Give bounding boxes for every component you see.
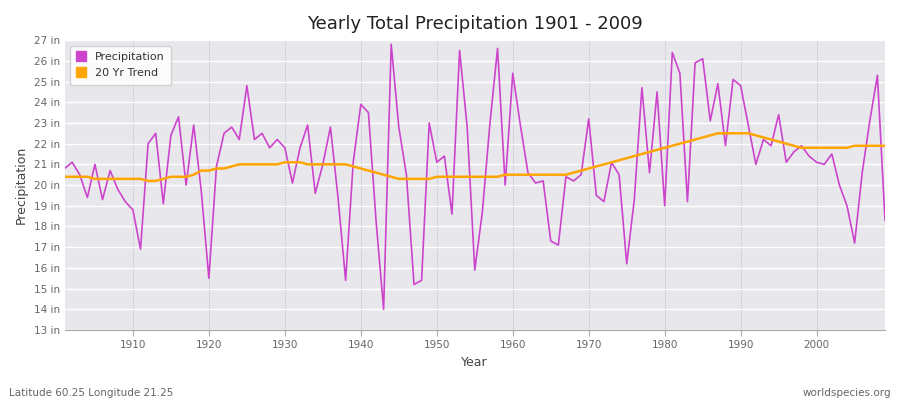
20 Yr Trend bbox=[294, 160, 305, 165]
Line: Precipitation: Precipitation bbox=[65, 44, 885, 309]
20 Yr Trend bbox=[120, 176, 130, 181]
Precipitation bbox=[120, 199, 130, 204]
20 Yr Trend bbox=[340, 162, 351, 167]
Legend: Precipitation, 20 Yr Trend: Precipitation, 20 Yr Trend bbox=[70, 46, 171, 85]
Precipitation bbox=[523, 170, 534, 175]
Title: Yearly Total Precipitation 1901 - 2009: Yearly Total Precipitation 1901 - 2009 bbox=[307, 15, 643, 33]
Precipitation bbox=[614, 172, 625, 177]
Precipitation bbox=[378, 307, 389, 312]
20 Yr Trend bbox=[713, 131, 724, 136]
Precipitation bbox=[879, 218, 890, 223]
X-axis label: Year: Year bbox=[462, 356, 488, 369]
20 Yr Trend bbox=[515, 172, 526, 177]
20 Yr Trend bbox=[143, 178, 154, 183]
20 Yr Trend bbox=[606, 160, 616, 165]
20 Yr Trend bbox=[59, 174, 70, 179]
Y-axis label: Precipitation: Precipitation bbox=[15, 146, 28, 224]
Line: 20 Yr Trend: 20 Yr Trend bbox=[65, 133, 885, 181]
Precipitation bbox=[515, 123, 526, 128]
Precipitation bbox=[287, 180, 298, 185]
Text: worldspecies.org: worldspecies.org bbox=[803, 388, 891, 398]
20 Yr Trend bbox=[508, 172, 518, 177]
Text: Latitude 60.25 Longitude 21.25: Latitude 60.25 Longitude 21.25 bbox=[9, 388, 174, 398]
Precipitation bbox=[333, 195, 344, 200]
20 Yr Trend bbox=[879, 143, 890, 148]
Precipitation bbox=[386, 42, 397, 47]
Precipitation bbox=[59, 166, 70, 171]
